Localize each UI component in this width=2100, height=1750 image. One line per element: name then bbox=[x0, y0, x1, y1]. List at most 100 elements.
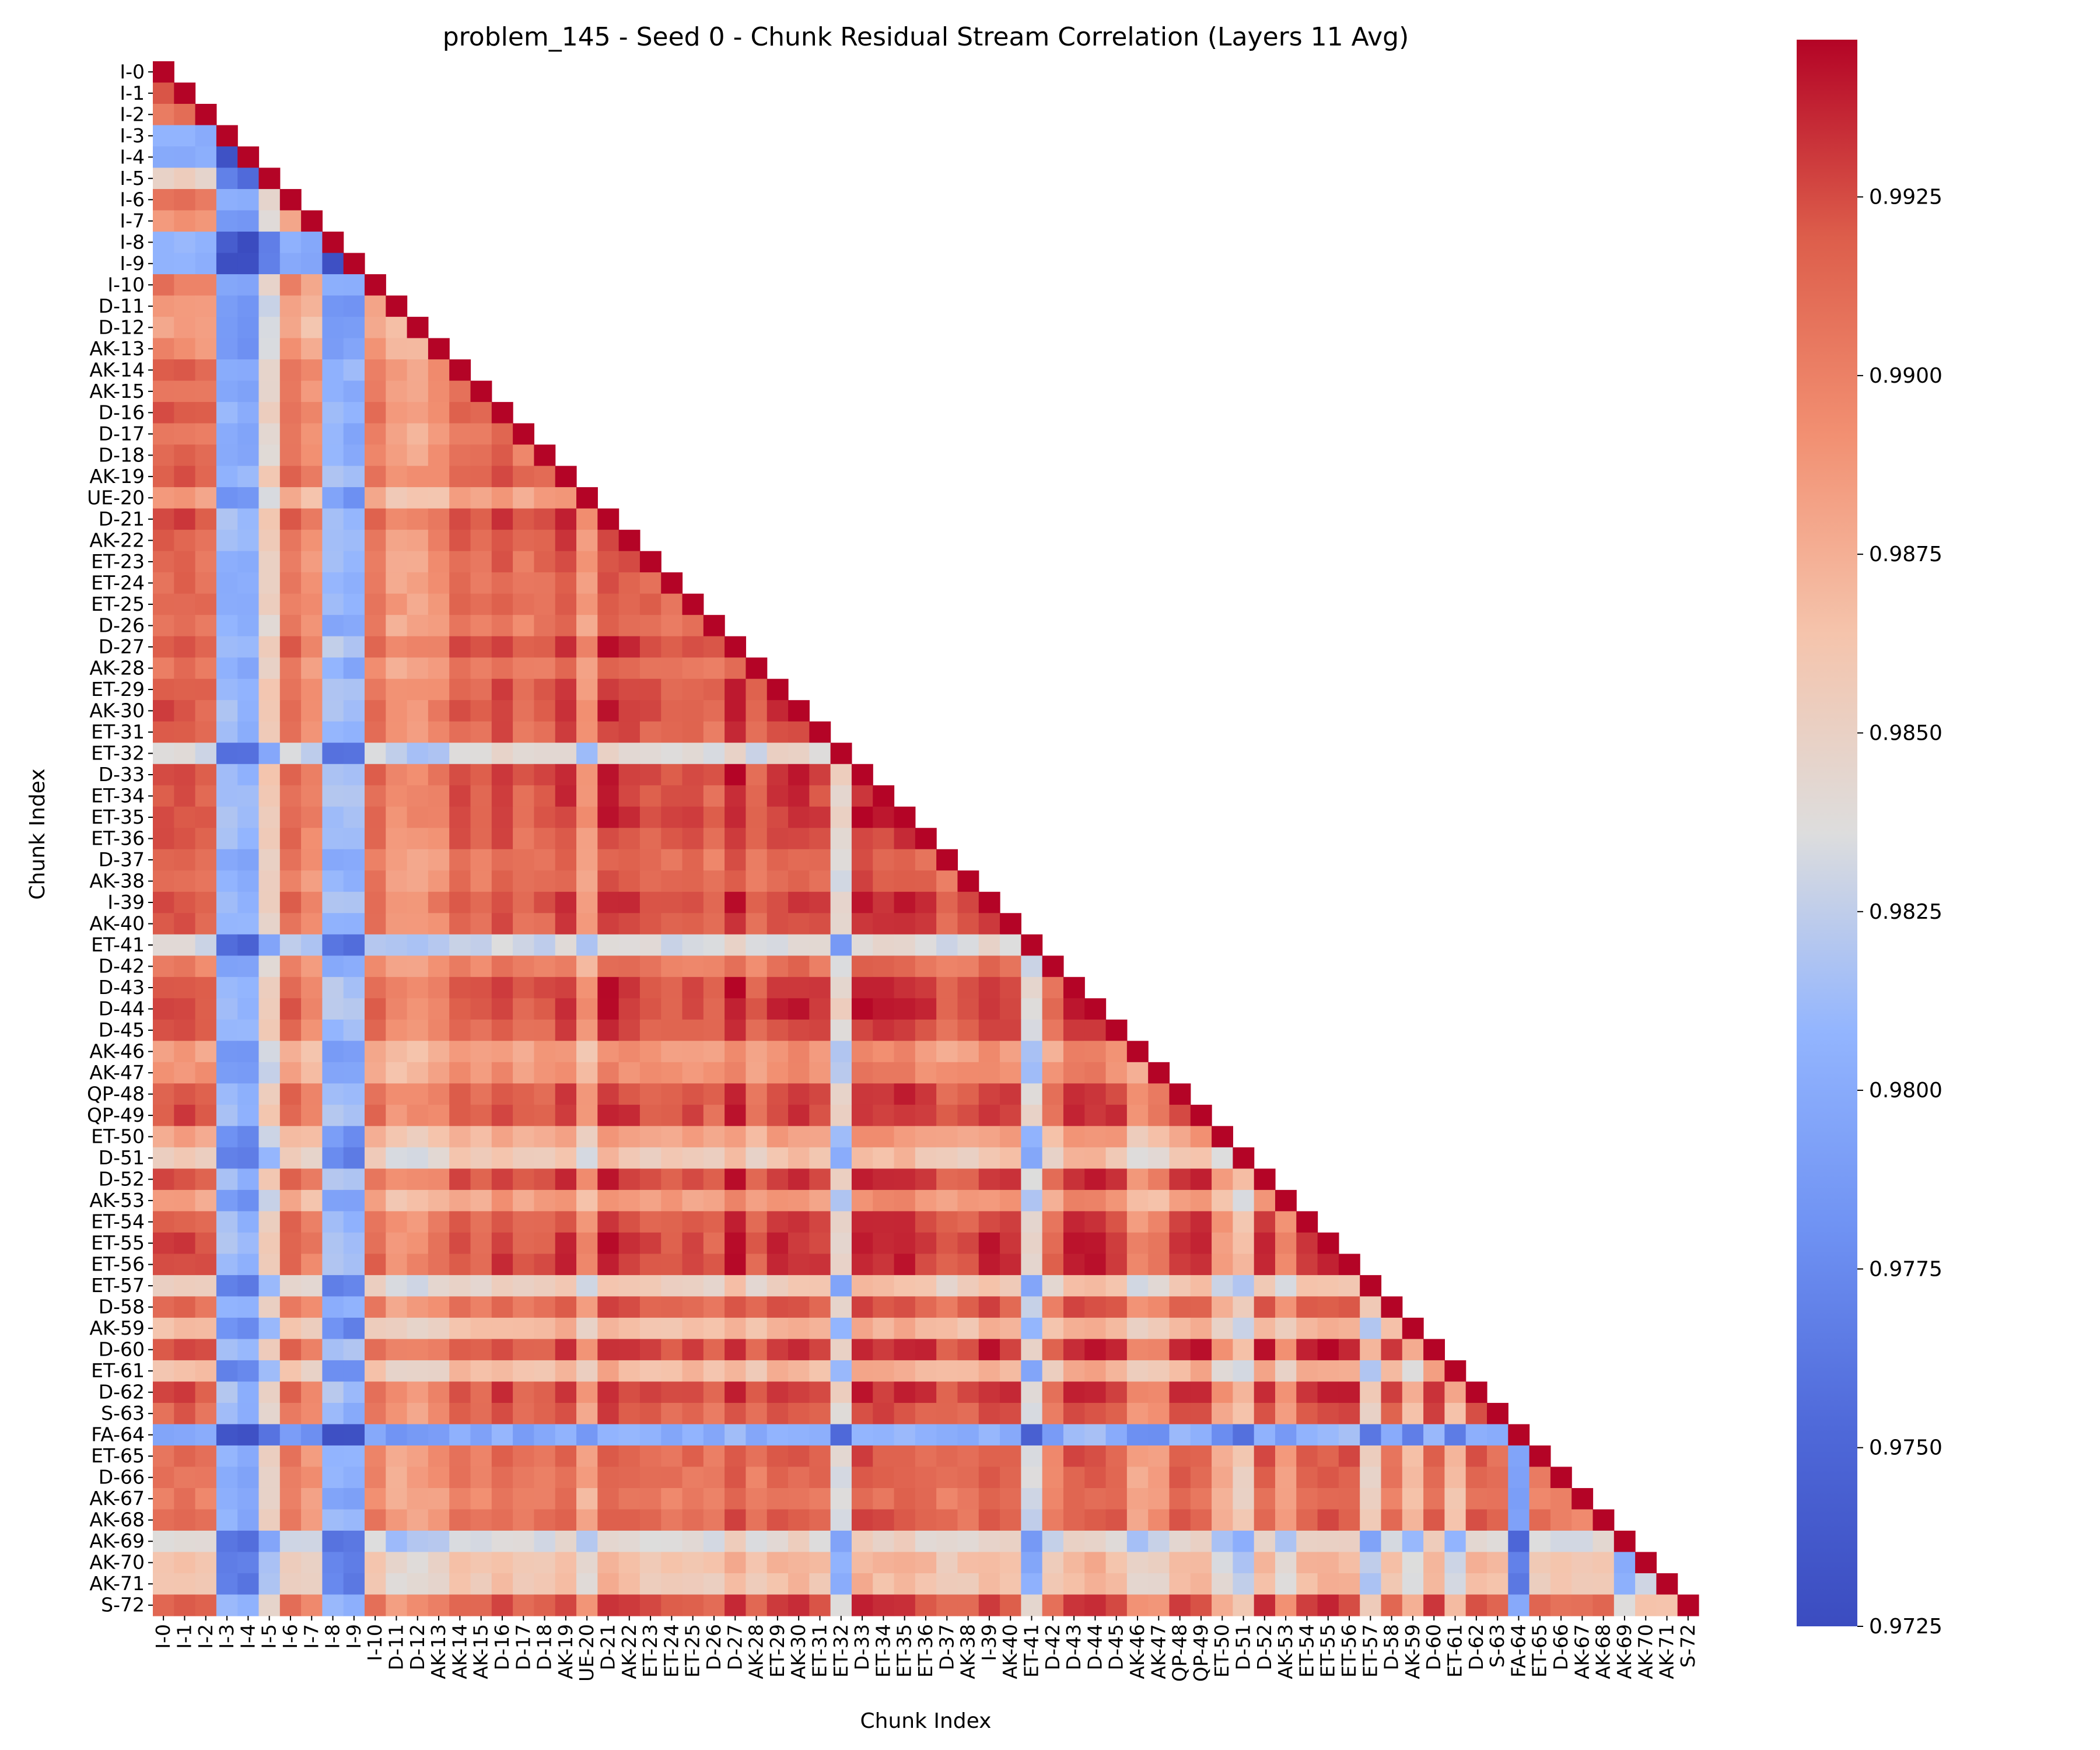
heatmap-cell bbox=[788, 1381, 810, 1404]
heatmap-cell bbox=[1592, 1573, 1615, 1595]
heatmap-cell bbox=[174, 232, 196, 254]
heatmap-cell bbox=[555, 998, 577, 1020]
heatmap-cell bbox=[216, 125, 238, 147]
heatmap-cell bbox=[428, 721, 450, 743]
heatmap-cell bbox=[1021, 1402, 1043, 1425]
heatmap-cell bbox=[1275, 1339, 1297, 1361]
heatmap-cell bbox=[1148, 1317, 1170, 1340]
heatmap-cell bbox=[470, 977, 492, 999]
heatmap-cell bbox=[597, 785, 620, 807]
heatmap-cell bbox=[258, 210, 281, 232]
heatmap-cell bbox=[597, 1126, 620, 1148]
heatmap-cell bbox=[1317, 1424, 1339, 1446]
heatmap-cell bbox=[491, 444, 513, 467]
heatmap-cell bbox=[703, 1594, 725, 1616]
heatmap-cell bbox=[555, 1360, 577, 1382]
heatmap-cell bbox=[279, 1402, 302, 1425]
heatmap-cell bbox=[279, 317, 302, 339]
heatmap-cell bbox=[978, 1488, 1000, 1510]
heatmap-cell bbox=[555, 1104, 577, 1126]
heatmap-cell bbox=[322, 253, 344, 275]
heatmap-cell bbox=[1021, 1360, 1043, 1382]
heatmap-cell bbox=[1148, 1509, 1170, 1531]
heatmap-cell bbox=[746, 1254, 768, 1276]
heatmap-cell bbox=[1063, 1445, 1085, 1468]
heatmap-cell bbox=[1212, 1509, 1233, 1531]
heatmap-cell bbox=[470, 1062, 492, 1084]
heatmap-cell bbox=[618, 870, 640, 892]
x-tick-label: I-2 bbox=[194, 1624, 217, 1649]
heatmap-cell bbox=[407, 806, 429, 828]
heatmap-cell bbox=[661, 977, 683, 999]
heatmap-cell bbox=[491, 1019, 513, 1041]
heatmap-cell bbox=[513, 551, 535, 573]
heatmap-cell bbox=[830, 1360, 852, 1382]
heatmap-cell bbox=[449, 530, 471, 552]
heatmap-cell bbox=[555, 1424, 577, 1446]
heatmap-cell bbox=[1254, 1594, 1276, 1616]
heatmap-cell bbox=[513, 1168, 535, 1191]
colorbar-tick-label: 0.9775 bbox=[1869, 1257, 1943, 1281]
heatmap-cell bbox=[618, 1339, 640, 1361]
heatmap-cell bbox=[153, 232, 174, 254]
heatmap-cell bbox=[746, 721, 768, 743]
heatmap-cell bbox=[365, 764, 386, 786]
heatmap-cell bbox=[237, 593, 260, 615]
heatmap-cell bbox=[766, 1488, 789, 1510]
heatmap-cell bbox=[1190, 1147, 1212, 1169]
heatmap-cell bbox=[957, 1552, 979, 1574]
y-tick-label: D-51 bbox=[99, 1146, 145, 1169]
heatmap-cell bbox=[788, 1019, 810, 1041]
heatmap-cell bbox=[428, 1594, 450, 1616]
heatmap-cell bbox=[534, 806, 556, 828]
heatmap-cell bbox=[1148, 1232, 1170, 1254]
heatmap-cell bbox=[1063, 1509, 1085, 1531]
heatmap-cell bbox=[470, 551, 492, 573]
heatmap-cell bbox=[216, 1360, 238, 1382]
heatmap-cell bbox=[618, 1147, 640, 1169]
heatmap-cell bbox=[1296, 1254, 1318, 1276]
heatmap-cell bbox=[915, 1019, 937, 1041]
heatmap-cell bbox=[1000, 1509, 1021, 1531]
heatmap-cell bbox=[1338, 1317, 1360, 1340]
heatmap-cell bbox=[322, 700, 344, 722]
heatmap-cell bbox=[936, 1019, 958, 1041]
heatmap-cell bbox=[174, 1189, 196, 1212]
heatmap-cell bbox=[237, 1381, 260, 1404]
heatmap-cell bbox=[703, 806, 725, 828]
heatmap-cell bbox=[851, 1445, 873, 1468]
heatmap-cell bbox=[978, 1083, 1000, 1105]
heatmap-cell bbox=[174, 785, 196, 807]
heatmap-cell bbox=[1042, 956, 1064, 978]
heatmap-cell bbox=[1000, 1296, 1021, 1318]
heatmap-cell bbox=[470, 1275, 492, 1297]
heatmap-cell bbox=[576, 1275, 598, 1297]
heatmap-cell bbox=[279, 508, 302, 530]
heatmap-cell bbox=[1614, 1552, 1636, 1574]
heatmap-cell bbox=[407, 721, 429, 743]
heatmap-cell bbox=[597, 870, 620, 892]
heatmap-cell bbox=[597, 1402, 620, 1425]
heatmap-cell bbox=[534, 785, 556, 807]
heatmap-cell bbox=[174, 1317, 196, 1340]
heatmap-cell bbox=[258, 593, 281, 615]
heatmap-cell bbox=[1402, 1466, 1424, 1489]
heatmap-cell bbox=[322, 828, 344, 850]
heatmap-cell bbox=[365, 977, 386, 999]
heatmap-cell bbox=[661, 1126, 683, 1148]
heatmap-cell bbox=[766, 1424, 789, 1446]
y-tick-label: AK-53 bbox=[89, 1189, 145, 1212]
heatmap-cell bbox=[343, 678, 365, 701]
heatmap-cell bbox=[470, 1147, 492, 1169]
heatmap-cell bbox=[851, 1168, 873, 1191]
heatmap-cell bbox=[809, 1594, 831, 1616]
heatmap-cell bbox=[343, 1296, 365, 1318]
heatmap-cell bbox=[1296, 1573, 1318, 1595]
heatmap-cell bbox=[936, 1509, 958, 1531]
heatmap-cell bbox=[1021, 1211, 1043, 1233]
heatmap-cell bbox=[216, 849, 238, 871]
heatmap-cell bbox=[449, 785, 471, 807]
heatmap-cell bbox=[174, 615, 196, 637]
heatmap-cell bbox=[555, 466, 577, 488]
heatmap-cell bbox=[174, 977, 196, 999]
